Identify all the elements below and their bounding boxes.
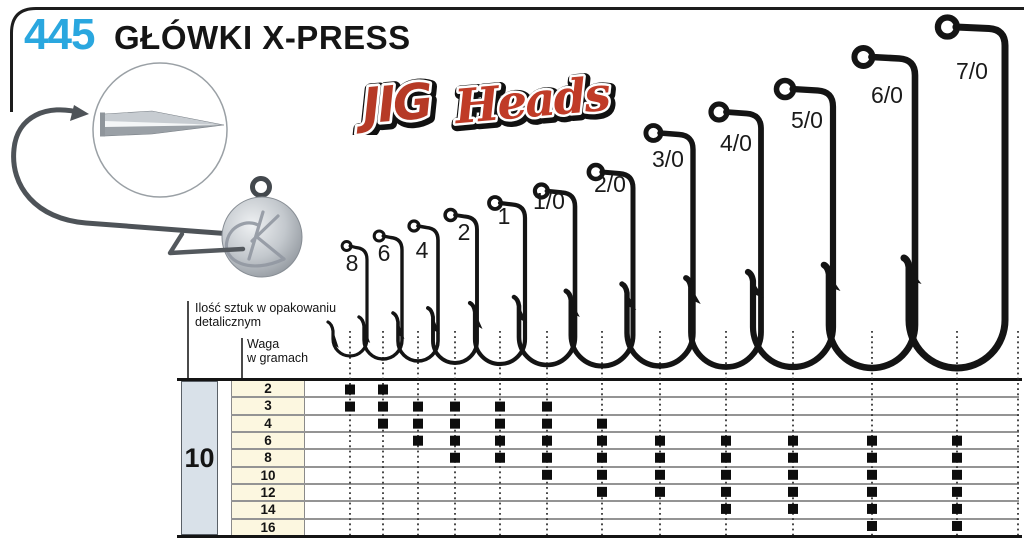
- hook-drawing: [467, 195, 528, 367]
- jig-hook-wire: [11, 107, 235, 237]
- availability-row-area: [305, 502, 1019, 517]
- hook-size-label: 3/0: [652, 146, 684, 172]
- weight-row: 4: [231, 415, 1019, 433]
- weight-cell: 12: [231, 484, 305, 501]
- hook-size-label: 5/0: [791, 107, 823, 133]
- qty-per-pack-label: Ilość sztuk w opakowaniu detalicznym: [195, 301, 337, 329]
- hook-drawing: [426, 207, 479, 365]
- hook-size-label: 4/0: [720, 130, 752, 156]
- availability-row-area: [305, 468, 1019, 483]
- jig-keeper: [167, 231, 246, 256]
- hook-drawing: [900, 14, 1009, 372]
- hook-barb-icon: [364, 327, 371, 343]
- weight-cell: 10: [231, 467, 305, 483]
- table-rows: 2 3 4 6 8 10 12 14 16: [231, 381, 1019, 535]
- jig-eye-ring: [250, 176, 272, 198]
- hook-size-label: 6/0: [871, 82, 903, 108]
- weight-cell: 4: [231, 415, 305, 431]
- svg-text:JIG: JIG: [352, 72, 434, 135]
- hook-point-detail: [100, 110, 225, 137]
- hook-barb-icon: [571, 301, 580, 317]
- weight-cell: 3: [231, 398, 305, 414]
- hook-size-label: 2: [458, 219, 471, 245]
- weight-cell: 6: [231, 432, 305, 449]
- logo-word-jig: JIG JIG JIG: [347, 69, 442, 145]
- weight-row: 3: [231, 398, 1019, 416]
- hook-eye-icon: [851, 45, 876, 69]
- logo-word-heads: Heads Heads Heads: [447, 64, 620, 144]
- jig-hook-barb: [70, 105, 89, 121]
- weight-cell: 14: [231, 502, 305, 518]
- availability-row-area: [305, 416, 1019, 431]
- hook-barb-icon: [909, 268, 922, 284]
- hook-eye-icon: [708, 101, 730, 123]
- magnifier-circle: [92, 62, 228, 198]
- hook-drawing: [683, 101, 764, 370]
- weight-row: 10: [231, 467, 1019, 485]
- hook-size-label: 4: [416, 237, 429, 263]
- qty-pointer-line: [187, 301, 189, 378]
- availability-row-area: [305, 520, 1019, 535]
- weight-row: 12: [231, 484, 1019, 503]
- hook-barb-icon: [333, 332, 339, 348]
- hook-barb-icon: [691, 288, 701, 304]
- product-code: 445: [24, 10, 95, 59]
- hook-barb-icon: [398, 323, 405, 339]
- hook-drawing: [391, 219, 440, 363]
- hook-eye-icon: [407, 219, 421, 233]
- availability-row-area: [305, 485, 1019, 500]
- hook-eye-icon: [532, 182, 550, 200]
- hook-size-label: 1/0: [533, 188, 565, 214]
- weight-row: 8: [231, 450, 1019, 468]
- hook-size-label: 7/0: [956, 58, 988, 84]
- weight-cell: 16: [231, 519, 305, 535]
- hook-eye-icon: [487, 195, 503, 211]
- jig-ball: [221, 196, 303, 278]
- hook-eye-icon: [773, 77, 797, 101]
- hook-drawing: [563, 162, 636, 369]
- availability-table: 10 2 3 4 6 8 10 12 14 16: [177, 378, 1022, 538]
- hook-barb-icon: [627, 294, 637, 310]
- availability-row-area: [305, 398, 1019, 413]
- weight-cell: 2: [231, 381, 305, 397]
- weight-row: 14: [231, 502, 1019, 520]
- hook-eye-icon: [643, 123, 664, 143]
- hook-drawing: [619, 123, 696, 369]
- hook-eye-icon: [586, 162, 606, 182]
- jig-head-illustration: [11, 62, 303, 278]
- qty-per-pack-cell: 10: [181, 381, 218, 535]
- hook-eye-icon: [934, 14, 961, 40]
- hook-barb-icon: [475, 313, 483, 329]
- hook-drawing: [326, 240, 369, 358]
- hook-size-label: 6: [378, 240, 391, 266]
- hook-drawing: [820, 45, 919, 372]
- weight-label: Waga w gramach: [247, 337, 309, 365]
- availability-row-area: [305, 433, 1019, 448]
- hook-eye-icon: [340, 240, 353, 252]
- hook-barb-icon: [753, 282, 764, 298]
- hook-barb-icon: [433, 318, 440, 334]
- hook-drawing: [357, 229, 404, 361]
- hook-size-label: 1: [498, 203, 511, 229]
- hook-barb-icon: [829, 275, 841, 291]
- hook-drawing: [511, 182, 578, 368]
- availability-row-area: [305, 450, 1019, 465]
- hook-size-label: 8: [346, 250, 359, 276]
- hook-eye-icon: [372, 229, 386, 243]
- kamatsu-k-logo: [224, 210, 286, 268]
- hook-drawing: [744, 77, 837, 371]
- hook-barb-icon: [519, 307, 528, 323]
- availability-row-area: [305, 381, 1019, 396]
- weight-row: 2: [231, 381, 1019, 399]
- weight-row: 16: [231, 519, 1019, 535]
- weight-cell: 8: [231, 450, 305, 466]
- jig-heads-logo: JIG JIG JIG Heads Heads Heads: [347, 50, 637, 145]
- hook-eye-icon: [443, 207, 458, 223]
- hook-size-label: 2/0: [594, 171, 626, 197]
- weight-row: 6: [231, 432, 1019, 451]
- weight-pointer-line: [241, 338, 243, 378]
